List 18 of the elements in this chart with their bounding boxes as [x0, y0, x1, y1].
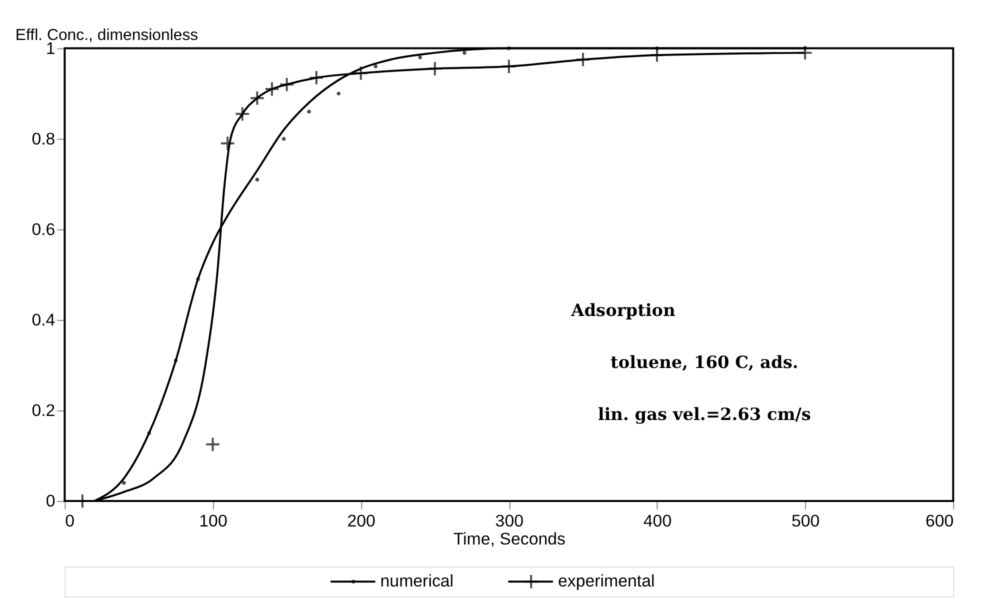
x-tick-label: 100	[199, 511, 228, 530]
annotation: lin. gas vel.=2.63 cm/s	[598, 404, 811, 424]
x-tick-label: 200	[347, 511, 376, 530]
legend-label: experimental	[558, 572, 655, 591]
y-tick-label: 0.8	[32, 129, 56, 148]
y-tick-label: 0.4	[32, 310, 56, 330]
x-tick-label: 0	[65, 511, 75, 530]
x-tick-label: 500	[791, 511, 820, 530]
x-tick-label: 400	[643, 511, 672, 530]
y-tick-label: 0	[46, 491, 56, 510]
x-tick-label: 300	[495, 511, 524, 530]
x-tick-label: 600	[925, 511, 954, 530]
legend-label: numerical	[380, 572, 454, 591]
annotation: toluene, 160 C, ads.	[610, 352, 798, 372]
y-tick-label: 0.2	[32, 400, 56, 420]
y-tick-label: 0.6	[32, 220, 56, 239]
x-axis-title: Time, Seconds	[453, 529, 566, 548]
annotation: Adsorption	[570, 300, 676, 320]
